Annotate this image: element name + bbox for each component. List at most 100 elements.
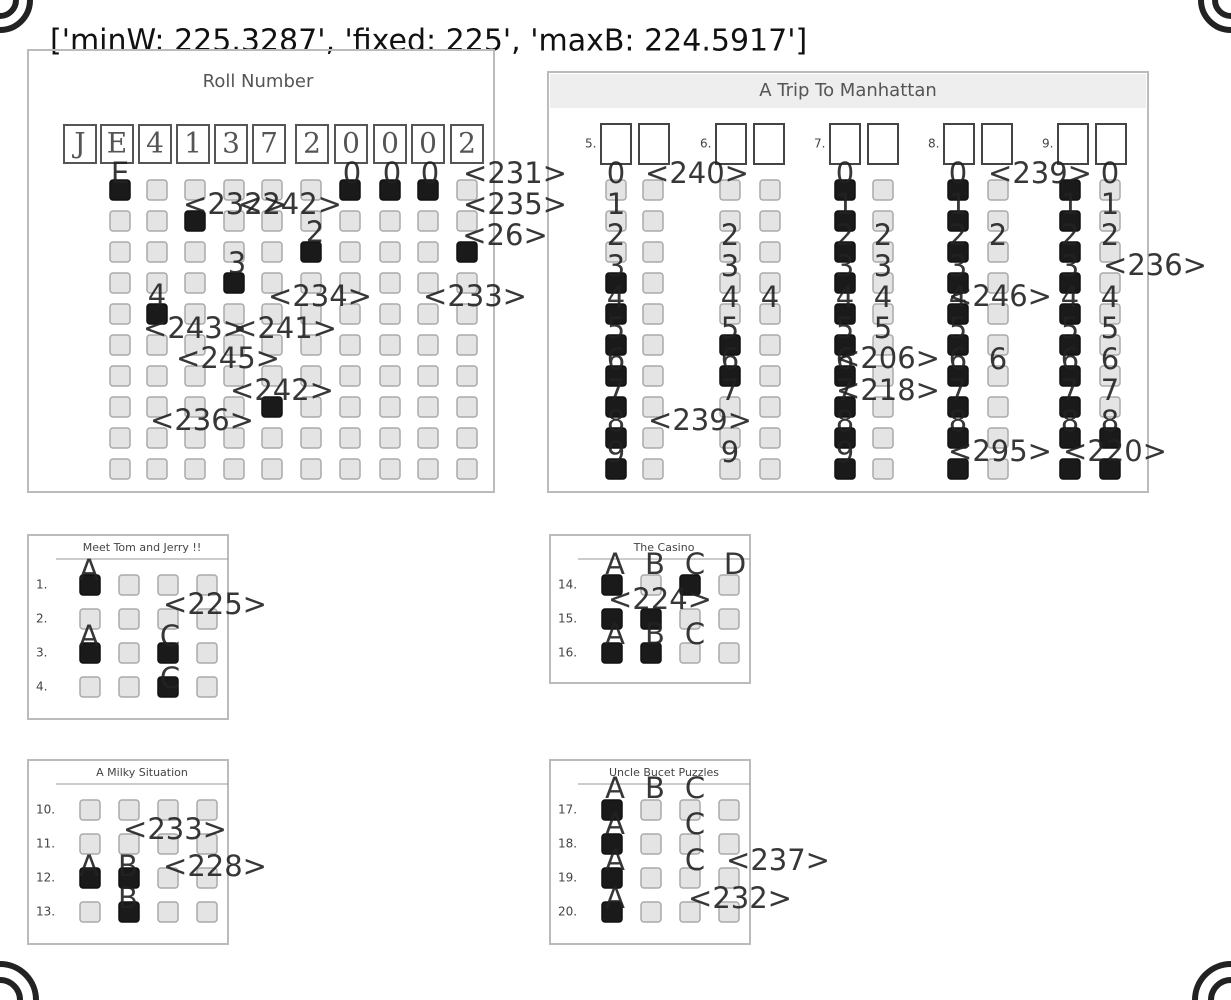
bubble <box>679 867 701 889</box>
overlay-digit: 3 <box>874 249 892 283</box>
overlay-label: <242> <box>238 187 342 221</box>
manhattan-panel <box>547 71 1149 493</box>
overlay-digit: 0 <box>836 156 854 190</box>
bubble <box>109 241 131 263</box>
bubble <box>339 179 361 201</box>
bubble <box>417 272 439 294</box>
bubble <box>184 334 206 356</box>
overlay-label: A <box>605 547 625 581</box>
bubble <box>947 427 969 449</box>
bubble <box>642 210 664 232</box>
overlay-label: 0 <box>343 156 361 190</box>
write-box <box>138 124 172 164</box>
bubble <box>605 334 627 356</box>
bubble <box>379 396 401 418</box>
bubble <box>987 365 1009 387</box>
bubble <box>1059 365 1081 387</box>
write-box <box>867 123 899 165</box>
bubble <box>759 427 781 449</box>
question-number: 9. <box>1042 137 1053 151</box>
bubble <box>157 901 179 923</box>
bubble <box>157 799 179 821</box>
bubble <box>987 396 1009 418</box>
question-number: 4. <box>36 680 47 694</box>
question-number: 7. <box>814 137 825 151</box>
bubble <box>196 676 218 698</box>
title-bar <box>550 74 1146 108</box>
bubble <box>456 303 478 325</box>
bubble <box>339 396 361 418</box>
bubble <box>223 458 245 480</box>
bubble <box>759 365 781 387</box>
bubble <box>872 303 894 325</box>
overlay-label: A <box>605 843 625 877</box>
bubble <box>118 608 140 630</box>
overlay-label: <232> <box>688 881 792 915</box>
bubble <box>872 427 894 449</box>
question-number: 3. <box>36 646 47 660</box>
bubble <box>379 334 401 356</box>
overlay-label: <243> <box>143 311 247 345</box>
write-box <box>638 123 670 165</box>
bubble <box>1059 303 1081 325</box>
overlay-label: <224> <box>608 582 712 616</box>
bubble <box>719 396 741 418</box>
overlay-label: C <box>685 617 705 651</box>
bubble <box>601 608 623 630</box>
bubble <box>642 365 664 387</box>
bubble <box>987 210 1009 232</box>
bubble <box>718 867 740 889</box>
bubble <box>640 799 662 821</box>
overlay-label: <228> <box>163 849 267 883</box>
overlay-digit: 7 <box>949 373 967 407</box>
overlay-label: C <box>160 661 180 695</box>
overlay-digit: 3 <box>721 249 739 283</box>
bubble <box>759 458 781 480</box>
bubble <box>456 272 478 294</box>
bubble <box>834 427 856 449</box>
bubble <box>79 833 101 855</box>
bubble <box>640 574 662 596</box>
bubble <box>947 179 969 201</box>
overlay-digit: 1 <box>949 187 967 221</box>
bubble <box>718 608 740 630</box>
bubble <box>834 458 856 480</box>
bubble <box>947 396 969 418</box>
bubble <box>109 334 131 356</box>
bubble <box>834 303 856 325</box>
bubble <box>261 303 283 325</box>
written-char: 0 <box>342 127 360 160</box>
bubble <box>1059 427 1081 449</box>
bubble <box>79 901 101 923</box>
written-char: 2 <box>458 127 476 160</box>
overlay-digit: 1 <box>1101 187 1119 221</box>
bubble <box>679 901 701 923</box>
overlay-label: C <box>685 807 705 841</box>
bubble <box>679 608 701 630</box>
overlay-digit: 9 <box>721 435 739 469</box>
bubble <box>759 241 781 263</box>
bubble <box>417 179 439 201</box>
bubble <box>184 396 206 418</box>
bubble <box>79 642 101 664</box>
bubble <box>679 799 701 821</box>
question-number: 16. <box>558 646 577 660</box>
bubble <box>79 867 101 889</box>
bubble <box>642 458 664 480</box>
overlay-digit: 6 <box>989 342 1007 376</box>
overlay-label: <242> <box>230 373 334 407</box>
overlay-label: A <box>79 553 99 587</box>
bubble <box>223 210 245 232</box>
bubble <box>640 833 662 855</box>
bubble <box>947 303 969 325</box>
bubble <box>872 179 894 201</box>
bubble <box>146 210 168 232</box>
bubble <box>1099 179 1121 201</box>
overlay-digit: 4 <box>949 280 967 314</box>
bubble <box>146 303 168 325</box>
written-char: 7 <box>260 127 278 160</box>
uncle-panel <box>549 759 751 945</box>
bubble <box>118 642 140 664</box>
overlay-digit: 4 <box>721 280 739 314</box>
bubble <box>718 574 740 596</box>
